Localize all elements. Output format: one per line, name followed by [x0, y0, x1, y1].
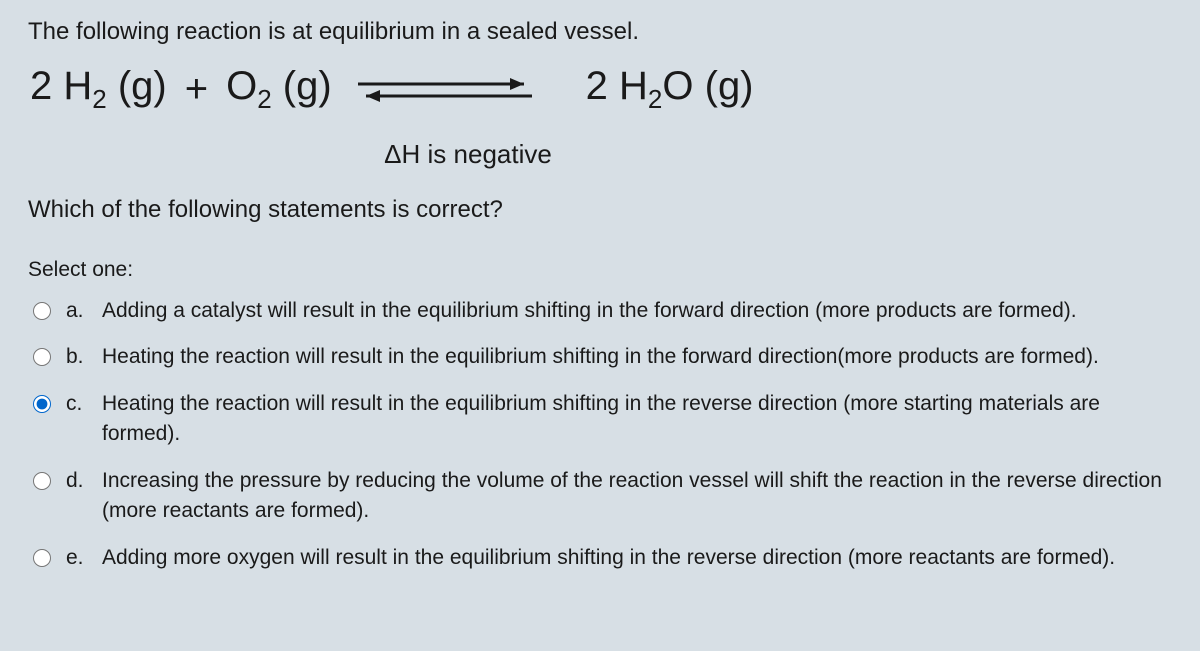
h2o-sub: 2	[648, 84, 662, 114]
choice-letter: d.	[66, 466, 90, 496]
choice-letter: c.	[66, 389, 90, 419]
radio-e[interactable]	[33, 549, 51, 567]
delta-h-note: ΔH is negative	[188, 139, 748, 170]
h2-state: (g)	[107, 64, 167, 108]
choice-d[interactable]: d. Increasing the pressure by reducing t…	[28, 466, 1172, 527]
choice-b[interactable]: b. Heating the reaction will result in t…	[28, 342, 1172, 372]
choice-text: Adding a catalyst will result in the equ…	[102, 296, 1172, 326]
choice-letter: b.	[66, 342, 90, 372]
choices-list: a. Adding a catalyst will result in the …	[28, 296, 1172, 573]
question-text: Which of the following statements is cor…	[28, 196, 1172, 224]
h2o-coeff: 2 H	[586, 64, 648, 108]
choice-letter: e.	[66, 543, 90, 573]
radio-b[interactable]	[33, 348, 51, 366]
select-one-label: Select one:	[28, 258, 1172, 282]
choice-text: Heating the reaction will result in the …	[102, 342, 1172, 372]
choice-e[interactable]: e. Adding more oxygen will result in the…	[28, 543, 1172, 573]
choice-text: Increasing the pressure by reducing the …	[102, 466, 1172, 527]
reactant-h2: 2 H2 (g)	[30, 64, 167, 115]
plus-sign: +	[185, 67, 208, 112]
radio-a[interactable]	[33, 302, 51, 320]
reaction-equation: 2 H2 (g) + O2 (g) 2 H2O (g)	[30, 64, 1172, 115]
o2-sub: 2	[257, 84, 271, 114]
radio-c[interactable]	[33, 395, 51, 413]
product-h2o: 2 H2O (g)	[586, 64, 754, 115]
radio-d[interactable]	[33, 472, 51, 490]
reactant-o2: O2 (g)	[226, 64, 332, 115]
o2-sym: O	[226, 64, 257, 108]
choice-a[interactable]: a. Adding a catalyst will result in the …	[28, 296, 1172, 326]
h2-sub: 2	[92, 84, 106, 114]
choice-c[interactable]: c. Heating the reaction will result in t…	[28, 389, 1172, 450]
o2-state: (g)	[272, 64, 332, 108]
choice-text: Adding more oxygen will result in the eq…	[102, 543, 1172, 573]
h2-coeff: 2 H	[30, 64, 92, 108]
equilibrium-arrows-icon	[350, 70, 540, 110]
h2o-tail: O (g)	[662, 64, 753, 108]
choice-letter: a.	[66, 296, 90, 326]
choice-text: Heating the reaction will result in the …	[102, 389, 1172, 450]
intro-text: The following reaction is at equilibrium…	[28, 18, 1172, 46]
